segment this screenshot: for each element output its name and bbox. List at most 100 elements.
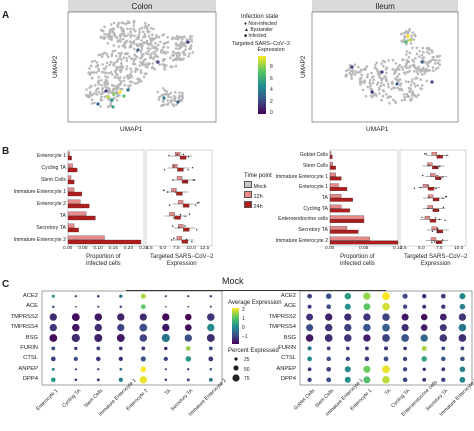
bar xyxy=(329,215,365,220)
umap-point xyxy=(387,59,390,62)
umap-point xyxy=(392,98,395,101)
box xyxy=(176,191,183,196)
timepoint-legend: Mock 12h 24h xyxy=(244,181,267,211)
umap-point xyxy=(185,38,189,41)
box xyxy=(427,162,433,166)
umap-point xyxy=(391,80,394,84)
umap-point xyxy=(169,99,173,103)
umap-point xyxy=(381,94,385,98)
infected-point xyxy=(186,40,190,44)
umap-point xyxy=(92,71,96,74)
umap-point xyxy=(376,72,380,76)
expression-dot xyxy=(184,324,192,331)
expression-dot xyxy=(164,346,168,351)
expression-dot xyxy=(383,346,389,351)
umap-point xyxy=(376,70,379,73)
umap-point xyxy=(175,103,178,106)
umap-point xyxy=(410,97,414,100)
expression-dot xyxy=(422,377,427,382)
umap-point xyxy=(398,63,401,67)
umap-point xyxy=(385,93,388,96)
category-label: Stem Cells xyxy=(40,177,66,183)
umap-point xyxy=(419,78,422,81)
gene-label: CTSL xyxy=(23,355,38,362)
umap-point xyxy=(139,80,143,83)
pct-legend-dot xyxy=(233,365,239,371)
box xyxy=(424,215,431,220)
umap-point xyxy=(421,56,424,60)
umap-point xyxy=(139,69,143,72)
colorbar-tick: 8 xyxy=(270,64,273,70)
outlier-point xyxy=(170,239,173,241)
umap-point xyxy=(97,69,101,73)
umap-point xyxy=(94,84,97,87)
outlier-point xyxy=(421,216,423,219)
umap-point xyxy=(142,75,146,79)
gene-label: DPP4 xyxy=(280,376,296,383)
umap-point xyxy=(377,81,380,84)
umap-point xyxy=(110,27,113,31)
ileum-bar-xlabel: Proportion of infected cells xyxy=(340,254,375,268)
umap-point xyxy=(125,67,128,71)
infected-point xyxy=(96,102,100,106)
umap-point xyxy=(102,71,106,74)
umap-point xyxy=(123,83,127,87)
outlier-point xyxy=(445,195,447,198)
umap-point xyxy=(427,52,431,55)
umap-point xyxy=(173,99,177,103)
timepoint-item: Mock xyxy=(244,181,267,191)
infected-point xyxy=(106,95,110,99)
umap-point xyxy=(391,58,395,62)
infected-point xyxy=(370,90,374,94)
expression-dot xyxy=(325,313,333,321)
umap-point xyxy=(103,25,106,29)
category-label: Enterocyte 2 xyxy=(36,201,66,207)
axis-tick: 0.00 xyxy=(325,246,335,251)
axis-tick: 7.5 xyxy=(436,246,443,251)
expression-dot xyxy=(207,313,215,321)
umap-point xyxy=(119,82,122,86)
expression-dot xyxy=(50,356,56,362)
umap-point xyxy=(117,65,121,69)
expression-title-line: Expression xyxy=(257,47,285,53)
umap-point xyxy=(171,53,174,56)
infected-point xyxy=(111,105,115,109)
umap-point xyxy=(166,46,170,49)
outlier-point xyxy=(178,226,180,229)
umap-point xyxy=(90,84,93,88)
outlier-point xyxy=(438,209,440,212)
umap-point xyxy=(409,84,413,87)
expression-dot xyxy=(420,313,428,321)
umap-point xyxy=(431,66,435,69)
umap-point xyxy=(129,30,133,34)
umap-point xyxy=(89,64,93,68)
umap-colon-plot xyxy=(67,11,217,123)
umap-point xyxy=(181,91,184,95)
expression-dot xyxy=(363,303,371,311)
bar xyxy=(67,191,82,197)
outlier-point xyxy=(442,239,444,241)
timepoint-label: 12h xyxy=(253,194,263,200)
bar xyxy=(329,176,342,181)
axis-tick: 2.5 xyxy=(400,246,407,251)
expression-dot xyxy=(422,294,427,299)
plot-frame xyxy=(67,11,217,123)
outlier-point xyxy=(438,154,441,157)
expression-dot xyxy=(363,365,371,373)
umap-point xyxy=(113,76,117,79)
expression-dot xyxy=(206,334,215,342)
expression-dot xyxy=(402,356,408,362)
umap-point xyxy=(415,52,419,56)
umap-point xyxy=(126,20,130,23)
expression-dot xyxy=(363,376,371,384)
box xyxy=(429,219,437,223)
umap-point xyxy=(161,93,164,97)
viridis-colorbar xyxy=(258,56,266,114)
umap-point xyxy=(378,92,381,95)
umap-point xyxy=(407,60,410,63)
umap-point xyxy=(181,95,184,99)
infected-point xyxy=(395,82,399,86)
umap-point xyxy=(100,83,103,87)
umap-point xyxy=(351,69,355,72)
umap-point xyxy=(146,62,150,65)
